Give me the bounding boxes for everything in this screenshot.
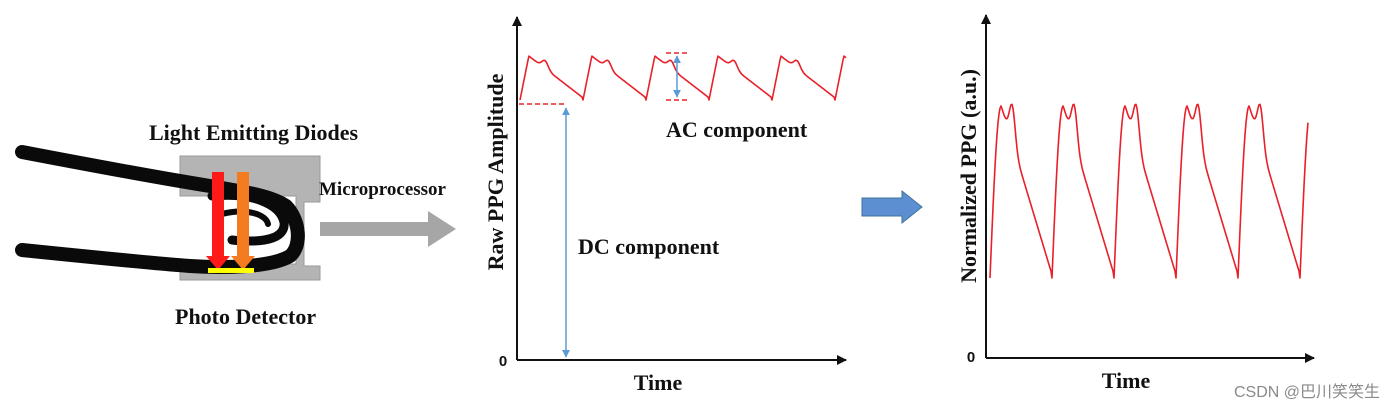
photo-detector-label: Photo Detector <box>175 304 316 329</box>
raw-ppg-chart: AC component DC component Raw PPG Amplit… <box>483 16 847 395</box>
raw-ppg-signal <box>519 55 847 101</box>
normalized-ppg-signal <box>989 103 1309 279</box>
led-label: Light Emitting Diodes <box>149 120 358 145</box>
processing-arrow-icon <box>861 189 923 225</box>
raw-x-axis-label: Time <box>634 370 683 395</box>
led-orange-ray <box>231 172 255 270</box>
norm-y-axis-label: Normalized PPG (a.u.) <box>956 69 981 283</box>
ac-component-label: AC component <box>666 117 808 142</box>
norm-origin-label: 0 <box>967 349 975 366</box>
sensor-illustration: Light Emitting Diodes Photo Detector Mic… <box>15 120 456 329</box>
microprocessor-arrow <box>320 211 456 247</box>
photo-detector-icon <box>208 268 254 273</box>
raw-origin-label: 0 <box>499 353 507 370</box>
watermark: CSDN @巴川笑笑生 <box>1234 383 1380 401</box>
raw-y-axis-label: Raw PPG Amplitude <box>483 73 508 270</box>
norm-x-axis-label: Time <box>1102 368 1151 393</box>
dc-component-label: DC component <box>578 234 720 259</box>
led-red-ray <box>206 172 230 270</box>
microprocessor-label: Microprocessor <box>319 179 447 200</box>
normalized-ppg-chart: Normalized PPG (a.u.) Time 0 <box>956 14 1315 393</box>
